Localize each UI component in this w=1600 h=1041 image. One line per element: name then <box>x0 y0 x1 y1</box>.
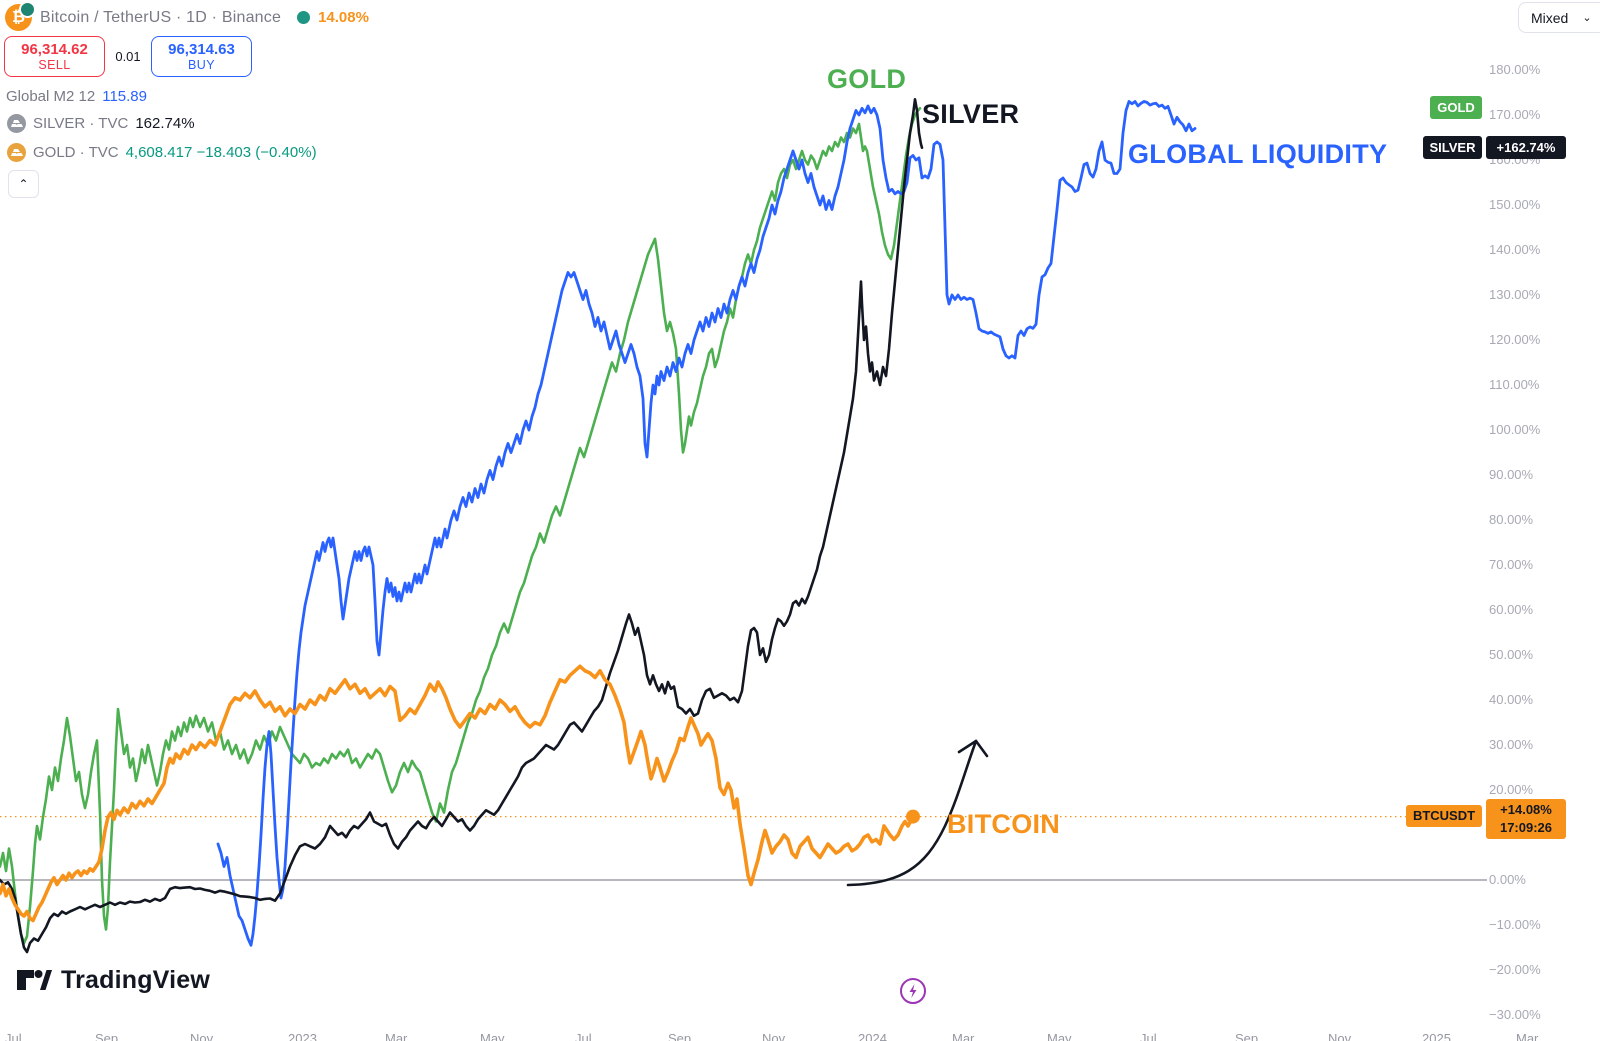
buy-price: 96,314.63 <box>168 40 235 58</box>
bitcoin-annotation-label: BITCOIN <box>947 809 1061 839</box>
x-axis-label: Jul <box>1140 1031 1157 1041</box>
y-axis-label: 130.00% <box>1489 287 1541 302</box>
btc-change-value: +14.08% <box>1500 801 1552 817</box>
scale-mode-dropdown[interactable]: Mixed ⌄ <box>1518 2 1600 33</box>
hand-drawn-arrow <box>846 739 989 887</box>
x-axis-label: 2025 <box>1422 1031 1451 1041</box>
global-liquidity-annotation-label: GLOBAL LIQUIDITY <box>1128 139 1388 169</box>
gold-annotation-label: GOLD <box>827 64 907 94</box>
y-axis-label: 100.00% <box>1489 422 1541 437</box>
y-axis-label: 20.00% <box>1489 782 1534 797</box>
x-axis-label: Nov <box>1328 1031 1352 1041</box>
gold-price-badge: GOLD <box>1430 95 1482 119</box>
indicator-value: 4,608.417 −18.403 (−0.40%) <box>125 144 317 161</box>
series-line-silver <box>0 98 924 954</box>
spread-value: 0.01 <box>115 49 141 64</box>
x-axis-label: Mar <box>385 1031 408 1041</box>
tradingview-logo-icon <box>17 970 52 990</box>
y-axis-label: 180.00% <box>1489 62 1541 77</box>
pair-mini-logo-icon <box>19 1 36 18</box>
x-axis-label: Nov <box>762 1031 786 1041</box>
indicator-value: 115.89 <box>102 88 147 105</box>
y-axis-label: 120.00% <box>1489 332 1541 347</box>
series-line-gold <box>0 107 922 945</box>
indicator-label: GOLD · TVC <box>33 144 119 161</box>
x-axis-label: Sep <box>668 1031 692 1041</box>
silver-symbol-badge: SILVER <box>1423 136 1482 160</box>
gold-coin-icon <box>7 143 26 162</box>
tradingview-watermark: TradingView <box>16 965 210 995</box>
tradingview-watermark-text: TradingView <box>61 965 211 994</box>
y-axis-label: −30.00% <box>1489 1007 1541 1022</box>
symbol-title[interactable]: Bitcoin / TetherUS · 1D · Binance <box>40 8 282 26</box>
symbol-change-percent: 14.08% <box>318 9 369 26</box>
symbol-header-row[interactable]: ₿ Bitcoin / TetherUS · 1D · Binance 14.0… <box>5 1 369 31</box>
lightning-event-marker[interactable] <box>899 977 927 1005</box>
y-axis-label: 70.00% <box>1489 557 1534 572</box>
y-axis-label: 170.00% <box>1489 107 1541 122</box>
x-axis-label: 2023 <box>288 1031 317 1041</box>
y-axis-label: −10.00% <box>1489 917 1541 932</box>
y-axis-label: 0.00% <box>1489 872 1526 887</box>
indicator-row-gold[interactable]: GOLD · TVC 4,608.417 −18.403 (−0.40%) <box>7 143 317 162</box>
x-axis-label: Mar <box>952 1031 975 1041</box>
y-axis-label: 90.00% <box>1489 467 1534 482</box>
time-scale[interactable]: Jul Sep Nov 2023 Mar May Jul Sep Nov 2024 Mar May Ju… <box>0 1031 1600 1041</box>
buy-label: BUY <box>188 57 215 72</box>
y-axis-label: 80.00% <box>1489 512 1534 527</box>
buy-button[interactable]: 96,314.63 BUY <box>151 36 252 77</box>
x-axis-label: Nov <box>190 1031 214 1041</box>
x-axis-label: Mar <box>1516 1031 1539 1041</box>
x-axis-label: 2024 <box>858 1031 887 1041</box>
lightning-icon <box>900 978 926 1004</box>
bitcoin-last-point-dot <box>906 809 920 824</box>
sell-button[interactable]: 96,314.62 SELL <box>4 36 105 77</box>
x-axis-label: Sep <box>95 1031 119 1041</box>
y-axis-label: 150.00% <box>1489 197 1541 212</box>
y-axis-label: 140.00% <box>1489 242 1541 257</box>
indicator-label: Global M2 12 <box>6 88 96 105</box>
trade-buttons-row: 96,314.62 SELL 0.01 96,314.63 BUY <box>4 36 252 77</box>
chevron-down-icon: ⌄ <box>1582 12 1592 24</box>
collapse-legend-button[interactable]: ⌃ <box>8 170 39 198</box>
y-axis-label: 110.00% <box>1489 377 1540 392</box>
bitcoin-logo-icon: ₿ <box>5 1 36 31</box>
y-axis-label: −20.00% <box>1489 962 1541 977</box>
series-line-liquidity <box>216 100 1197 947</box>
silver-annotation-label: SILVER <box>922 99 1020 129</box>
indicator-row-global-m2[interactable]: Global M2 12 115.89 <box>6 88 147 105</box>
indicator-row-silver[interactable]: SILVER · TVC 162.74% <box>7 114 195 133</box>
indicator-value: 162.74% <box>135 115 195 132</box>
silver-value-badge: +162.74% <box>1486 136 1566 160</box>
btcusdt-symbol-badge: BTCUSDT <box>1406 804 1482 827</box>
scale-mode-value: Mixed <box>1531 9 1569 26</box>
x-axis-label: May <box>1047 1031 1072 1041</box>
x-axis-label: May <box>480 1031 505 1041</box>
x-axis-label: Sep <box>1235 1031 1259 1041</box>
sell-label: SELL <box>38 57 71 72</box>
sell-price: 96,314.62 <box>21 40 88 58</box>
y-axis-label: 40.00% <box>1489 692 1534 707</box>
silver-coin-icon <box>7 114 26 133</box>
y-axis-label: 60.00% <box>1489 602 1534 617</box>
y-axis-label: 30.00% <box>1489 737 1534 752</box>
series-line-bitcoin <box>0 664 915 923</box>
btc-time-value: 17:09:26 <box>1499 819 1553 835</box>
x-axis-label: Jul <box>5 1031 22 1041</box>
x-axis-label: Jul <box>575 1031 592 1041</box>
btcusdt-value-badge: +14.08% 17:09:26 <box>1486 798 1566 839</box>
y-axis-label: 50.00% <box>1489 647 1534 662</box>
chevron-up-icon: ⌃ <box>18 177 29 191</box>
indicator-label: SILVER · TVC <box>33 115 129 132</box>
market-status-dot-icon <box>297 11 311 24</box>
